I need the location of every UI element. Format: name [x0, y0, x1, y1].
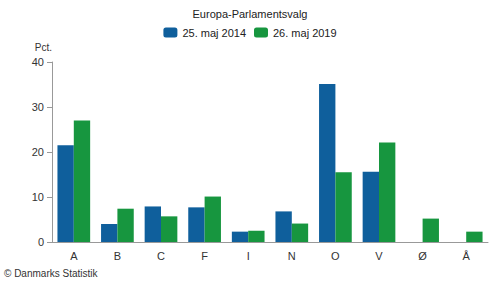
svg-text:Ø: Ø [418, 250, 427, 262]
svg-text:Å: Å [463, 250, 471, 262]
svg-text:C: C [157, 250, 165, 262]
svg-text:26. maj 2019: 26. maj 2019 [273, 27, 337, 39]
svg-text:O: O [331, 250, 340, 262]
svg-text:10: 10 [32, 191, 44, 203]
svg-text:30: 30 [32, 101, 44, 113]
svg-text:20: 20 [32, 146, 44, 158]
svg-text:0: 0 [38, 236, 44, 248]
svg-text:25. maj 2014: 25. maj 2014 [182, 27, 246, 39]
svg-text:F: F [201, 250, 208, 262]
svg-text:Pct.: Pct. [35, 42, 52, 53]
svg-text:I: I [247, 250, 250, 262]
svg-text:© Danmarks Statistik: © Danmarks Statistik [4, 268, 99, 279]
svg-text:A: A [70, 250, 78, 262]
svg-text:B: B [114, 250, 121, 262]
svg-text:N: N [288, 250, 296, 262]
svg-text:V: V [375, 250, 383, 262]
svg-text:40: 40 [32, 56, 44, 68]
svg-text:Europa-Parlamentsvalg: Europa-Parlamentsvalg [193, 8, 308, 20]
